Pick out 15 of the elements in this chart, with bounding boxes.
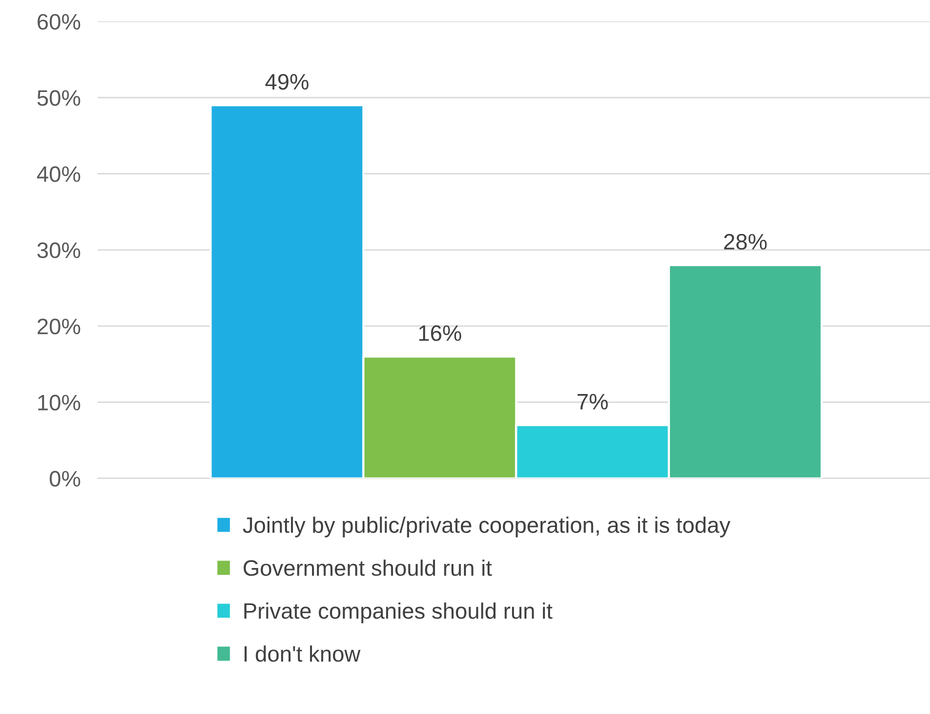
y-tick-label: 60% bbox=[38, 14, 80, 30]
text: 16% bbox=[419, 325, 462, 342]
y-tick-label: 40% bbox=[37, 166, 80, 182]
text: 49% bbox=[265, 74, 308, 90]
legend-label: Government should run it bbox=[244, 560, 492, 576]
y-tick-label: 50% bbox=[37, 90, 80, 106]
text: 28% bbox=[724, 234, 767, 250]
legend-label: Private companies should run it bbox=[244, 602, 552, 624]
y-tick-label: 0% bbox=[50, 470, 80, 487]
y-tick-label: 20% bbox=[38, 318, 80, 334]
legend-label: Jointly by public/private cooperation, as it is today bbox=[242, 516, 730, 538]
text: 7% bbox=[578, 394, 608, 410]
legend-label: I don't know bbox=[244, 645, 360, 662]
y-tick-label: 30% bbox=[37, 242, 80, 258]
y-tick-label: 10% bbox=[38, 394, 80, 410]
